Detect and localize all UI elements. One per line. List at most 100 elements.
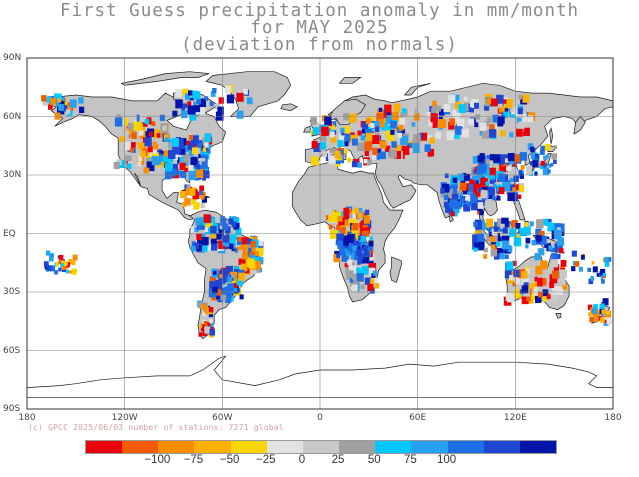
anomaly-cell [128, 127, 137, 137]
anomaly-cell [512, 187, 517, 192]
anomaly-cell [348, 243, 355, 251]
anomaly-cell [518, 94, 523, 100]
anomaly-cell [394, 151, 402, 159]
anomaly-cell [65, 269, 69, 274]
latitude-label: 30S [3, 287, 21, 297]
anomaly-cell [489, 129, 497, 138]
anomaly-cell [216, 233, 222, 240]
anomaly-cell [524, 221, 529, 227]
anomaly-cell [506, 261, 514, 271]
anomaly-cell [65, 109, 71, 115]
anomaly-cell [368, 267, 376, 276]
anomaly-cell [507, 246, 513, 253]
anomaly-cell [240, 244, 249, 254]
anomaly-cell [201, 236, 209, 246]
anomaly-cell [236, 288, 240, 293]
map-frame-border [26, 57, 614, 410]
anomaly-cell [330, 136, 337, 143]
anomaly-cell [184, 167, 188, 172]
anomaly-cell [508, 154, 514, 160]
anomaly-cell [542, 289, 549, 297]
anomaly-cell [356, 273, 364, 282]
anomaly-cell [196, 202, 200, 207]
anomaly-cell [368, 240, 374, 247]
legend-swatch [266, 441, 303, 453]
anomaly-cell [322, 151, 328, 157]
anomaly-cell [329, 210, 336, 218]
anomaly-cell [489, 167, 496, 176]
anomaly-cell [413, 134, 421, 144]
anomaly-cell [550, 247, 555, 252]
anomaly-cell [151, 129, 160, 139]
anomaly-cell [224, 85, 231, 93]
anomaly-cell [48, 104, 53, 110]
anomaly-cell [240, 258, 246, 265]
anomaly-cell [256, 247, 264, 256]
anomaly-cell [175, 89, 182, 98]
anomaly-cell [606, 310, 610, 315]
anomaly-cell [472, 156, 479, 164]
anomaly-cell [71, 260, 76, 266]
anomaly-cell [231, 221, 237, 228]
anomaly-cell [452, 209, 458, 217]
anomaly-cell [139, 132, 146, 140]
anomaly-cell [231, 273, 235, 278]
anomaly-cell [468, 118, 475, 126]
anomaly-cell [198, 153, 202, 159]
anomaly-cell [500, 223, 505, 230]
anomaly-cell [578, 266, 583, 272]
anomaly-cell [516, 117, 522, 124]
anomaly-cell [367, 283, 374, 291]
legend-swatch [447, 441, 484, 453]
anomaly-cell [340, 226, 346, 234]
anomaly-cell [434, 127, 439, 133]
landmass-madagascar [389, 256, 402, 283]
anomaly-cell [519, 289, 524, 294]
anomaly-cell [535, 277, 543, 287]
anomaly-cell [504, 270, 512, 279]
anomaly-cell [381, 122, 388, 131]
anomaly-cell [438, 119, 447, 128]
longitude-label: 180 [18, 413, 36, 423]
anomaly-cell [149, 164, 155, 172]
anomaly-cell [591, 308, 597, 314]
anomaly-cell [144, 118, 150, 125]
anomaly-cell [599, 303, 605, 310]
anomaly-cell [195, 217, 202, 226]
anomaly-cell [490, 236, 495, 243]
anomaly-cell [521, 271, 528, 279]
anomaly-cell [436, 105, 441, 112]
anomaly-cell [461, 128, 469, 138]
anomaly-cell [379, 151, 386, 160]
anomaly-cell [551, 153, 557, 160]
anomaly-cell [371, 135, 380, 144]
anomaly-cell [215, 103, 221, 110]
anomaly-cell [340, 127, 345, 133]
anomaly-cell [509, 228, 517, 237]
anomaly-cell [140, 150, 146, 158]
anomaly-cell [384, 104, 392, 114]
anomaly-cell [559, 269, 567, 279]
anomaly-cell [420, 132, 428, 141]
anomaly-cell [237, 236, 242, 242]
anomaly-cell [43, 261, 49, 267]
anomaly-cell [135, 164, 142, 172]
anomaly-cell [152, 141, 157, 147]
anomaly-cell [557, 223, 565, 233]
anomaly-cell [476, 210, 481, 215]
anomaly-cell [526, 268, 531, 274]
anomaly-cell [137, 161, 142, 167]
anomaly-cell [600, 277, 604, 281]
anomaly-cell [542, 296, 547, 302]
anomaly-cell [390, 130, 395, 135]
anomaly-cell [225, 231, 230, 236]
anomaly-cell [551, 252, 558, 260]
anomaly-cell [448, 95, 456, 104]
anomaly-cell [343, 235, 348, 241]
anomaly-cell [66, 262, 71, 267]
anomaly-cell [241, 237, 249, 247]
anomaly-cell [432, 121, 439, 128]
anomaly-cell [451, 94, 460, 105]
anomaly-cell [170, 171, 176, 177]
anomaly-cell [542, 167, 550, 176]
